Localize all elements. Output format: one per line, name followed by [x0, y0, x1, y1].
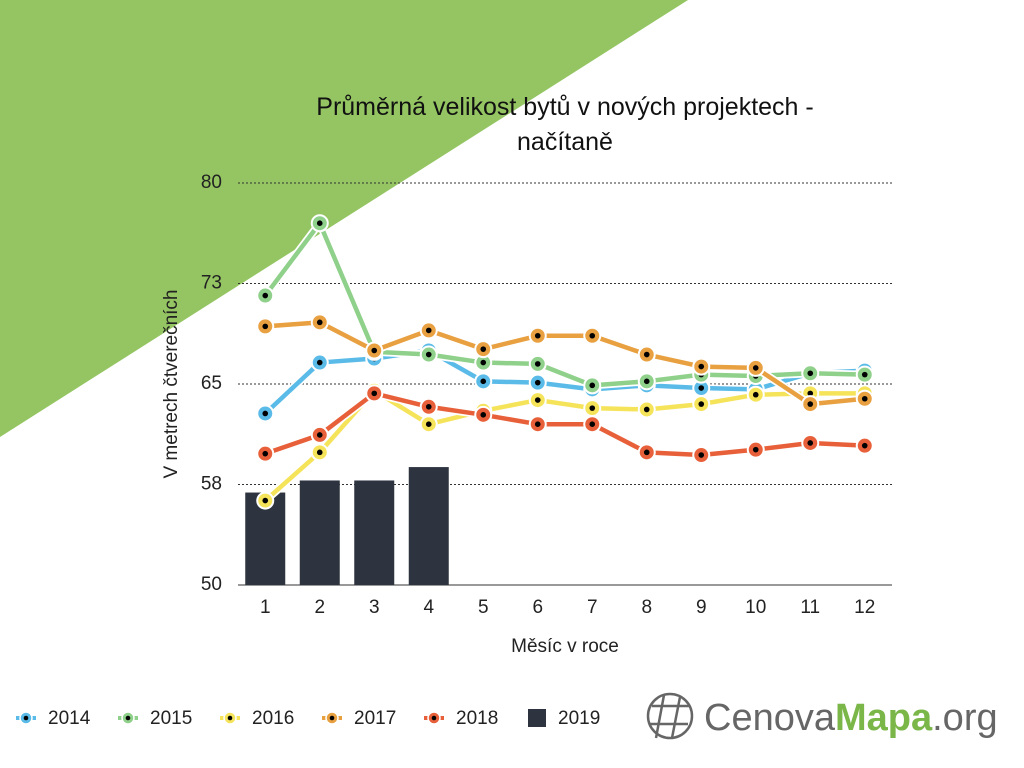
- marker-dot: [262, 497, 269, 504]
- marker-dot: [316, 319, 323, 326]
- marker-dot: [480, 359, 487, 366]
- marker-dot: [698, 363, 705, 370]
- legend-label: 2019: [558, 708, 600, 729]
- background-triangle: [0, 0, 688, 437]
- marker-dot: [643, 351, 650, 358]
- logo-part: .org: [932, 697, 997, 739]
- x-tick-label: 10: [745, 597, 766, 618]
- marker-dot: [589, 382, 596, 389]
- marker-dot: [534, 379, 541, 386]
- line: [263, 348, 865, 416]
- marker-dot: [643, 449, 650, 456]
- legend-label: 2015: [150, 708, 192, 729]
- marker-dot: [316, 220, 323, 226]
- y-axis-label: V metrech čtverečních: [161, 289, 182, 478]
- y-tick-label: 73: [201, 273, 222, 294]
- marker-dot: [589, 421, 596, 428]
- legend-label: 2018: [456, 708, 498, 729]
- marker-dot: [425, 351, 432, 358]
- marker-dot: [861, 395, 868, 402]
- x-axis-label: Měsíc v roce: [511, 636, 619, 657]
- y-tick-label: 58: [201, 474, 222, 495]
- x-tick-label: 8: [641, 597, 652, 618]
- marker-dot: [643, 406, 650, 413]
- marker-dot: [752, 391, 759, 398]
- marker-dot: [534, 361, 541, 367]
- y-tick-label: 50: [201, 574, 222, 595]
- marker-dot: [316, 449, 323, 456]
- legend-dot: [431, 715, 437, 721]
- marker-dot: [316, 359, 323, 366]
- marker-dot: [752, 446, 759, 453]
- x-tick-label: 6: [532, 597, 543, 618]
- x-tick-label: 2: [314, 597, 325, 618]
- legend-label: 2014: [48, 708, 91, 729]
- y-tick-label: 80: [201, 172, 222, 193]
- marker-dot: [371, 347, 378, 354]
- legend-dot: [23, 715, 29, 721]
- legend-label: 2016: [252, 708, 294, 729]
- legend-dot: [125, 715, 131, 721]
- marker-dot: [480, 378, 487, 385]
- marker-dot: [589, 332, 596, 339]
- marker-dot: [534, 397, 541, 403]
- marker-dot: [262, 292, 269, 299]
- marker-dot: [425, 327, 432, 334]
- y-tick-label: 65: [201, 373, 222, 394]
- marker-dot: [861, 371, 868, 378]
- marker-dot: [480, 346, 487, 352]
- marker-dot: [752, 365, 759, 371]
- x-tick-label: 5: [478, 597, 489, 618]
- marker-dot: [262, 323, 269, 330]
- logo-part: Cenova: [704, 697, 836, 739]
- logo-text: CenovaMapa.org: [704, 697, 998, 739]
- bar: [408, 467, 449, 585]
- marker-dot: [807, 390, 814, 397]
- line: [265, 320, 865, 407]
- marker-dot: [698, 385, 705, 391]
- legend-dot: [227, 715, 233, 721]
- marker-dot: [534, 332, 541, 339]
- legend-label: 2017: [354, 708, 396, 729]
- x-tick-label: 1: [260, 597, 271, 618]
- marker-dot: [371, 390, 378, 397]
- marker-dot: [861, 442, 868, 449]
- x-tick-label: 4: [423, 597, 434, 618]
- x-tick-label: 9: [696, 597, 707, 618]
- marker-dot: [534, 421, 541, 428]
- marker-dot: [425, 403, 432, 410]
- legend-dot: [329, 715, 335, 721]
- bar: [299, 480, 340, 585]
- marker-dot: [480, 412, 487, 418]
- x-tick-label: 12: [854, 597, 875, 618]
- marker-dot: [425, 421, 432, 428]
- marker-dot: [807, 370, 814, 377]
- marker-dot: [316, 432, 323, 438]
- marker-dot: [643, 378, 650, 385]
- x-tick-label: 7: [587, 597, 598, 618]
- marker-dot: [698, 401, 705, 407]
- marker-dot: [807, 440, 814, 446]
- logo-part: Mapa: [835, 697, 933, 739]
- marker-dot: [589, 405, 596, 411]
- marker-dot: [698, 452, 705, 458]
- line: [264, 391, 865, 458]
- x-tick-label: 11: [800, 597, 820, 618]
- marker-dot: [262, 410, 269, 417]
- bar: [354, 480, 395, 585]
- x-tick-label: 3: [369, 597, 380, 618]
- chart-title: Průměrná velikost bytů v nových projekte…: [316, 93, 814, 156]
- logo-icon: [646, 692, 694, 740]
- marker-dot: [807, 401, 814, 407]
- legend-swatch: [528, 709, 546, 727]
- marker-dot: [262, 450, 269, 457]
